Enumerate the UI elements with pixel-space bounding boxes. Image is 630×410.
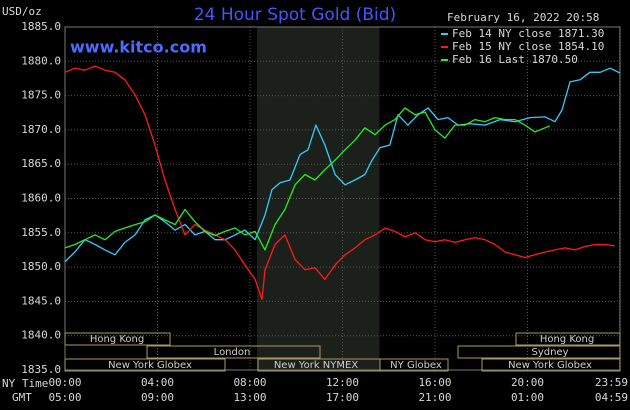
y-tick-label: 1865.0 (21, 157, 61, 170)
session-label: New York NYMEX (274, 360, 359, 371)
session-box (481, 358, 621, 372)
y-axis-label: USD/oz (2, 5, 42, 18)
y-tick-label: 1880.0 (21, 54, 61, 67)
y-tick-label: 1875.0 (21, 89, 61, 102)
x-tick-label: 23:59 (595, 376, 628, 389)
y-tick-label: 1870.0 (21, 123, 61, 136)
session-label: London (214, 347, 251, 358)
y-tick-label: 1860.0 (21, 192, 61, 205)
y-tick-label: 1835.0 (21, 363, 61, 376)
session-label: New York Globex (508, 360, 592, 371)
x2-tick-label: 05:00 (48, 391, 81, 404)
y-tick-label: 1845.0 (21, 294, 61, 307)
y-tick-label: 1855.0 (21, 226, 61, 239)
x2-tick-label: 21:00 (418, 391, 451, 404)
y-tick-label: 1850.0 (21, 260, 61, 273)
session-label: Sydney (531, 347, 568, 358)
session-box (64, 332, 171, 346)
x2-tick-label: 04:59 (595, 391, 628, 404)
plot-underlay (64, 26, 621, 371)
session-label: NY Globex (390, 360, 442, 371)
legend-label: Feb 15 NY close 1854.10 (452, 40, 604, 53)
x2-tick-label: 17:00 (326, 391, 359, 404)
x-tick-label: 00:00 (48, 376, 81, 389)
session-label: New York Globex (108, 360, 192, 371)
price-line (64, 65, 615, 300)
session-box (146, 345, 321, 359)
x-tick-label: 12:00 (326, 376, 359, 389)
x2-axis-label: GMT (12, 391, 32, 404)
legend-label: Feb 14 NY close 1871.30 (452, 27, 604, 40)
y-tick-label: 1885.0 (21, 20, 61, 33)
plot-frame (64, 26, 621, 371)
x2-tick-label: 13:00 (233, 391, 266, 404)
x2-tick-label: 09:00 (141, 391, 174, 404)
session-box (515, 332, 621, 346)
session-label: Hong Kong (90, 334, 144, 345)
x2-tick-label: 01:00 (511, 391, 544, 404)
sessions: Hong Kong London New York Globex New Yor… (64, 332, 621, 372)
x-tick-label: 08:00 (233, 376, 266, 389)
price-line (64, 107, 551, 251)
x-tick-label: 04:00 (141, 376, 174, 389)
x-tick-label: 20:00 (511, 376, 544, 389)
session-box (379, 358, 449, 372)
x-tick-label: 16:00 (418, 376, 451, 389)
session-box (457, 345, 621, 359)
legend-label: Feb 16 Last 1870.50 (452, 53, 578, 66)
session-label: Hong Kong (540, 334, 594, 345)
chart-title: 24 Hour Spot Gold (Bid) (194, 5, 396, 25)
x-axis-label: NY Time (2, 377, 48, 390)
site-label: www.kitco.com (70, 38, 207, 57)
timestamp: February 16, 2022 20:58 (447, 11, 599, 24)
session-box (64, 358, 226, 372)
y-tick-label: 1840.0 (21, 329, 61, 342)
